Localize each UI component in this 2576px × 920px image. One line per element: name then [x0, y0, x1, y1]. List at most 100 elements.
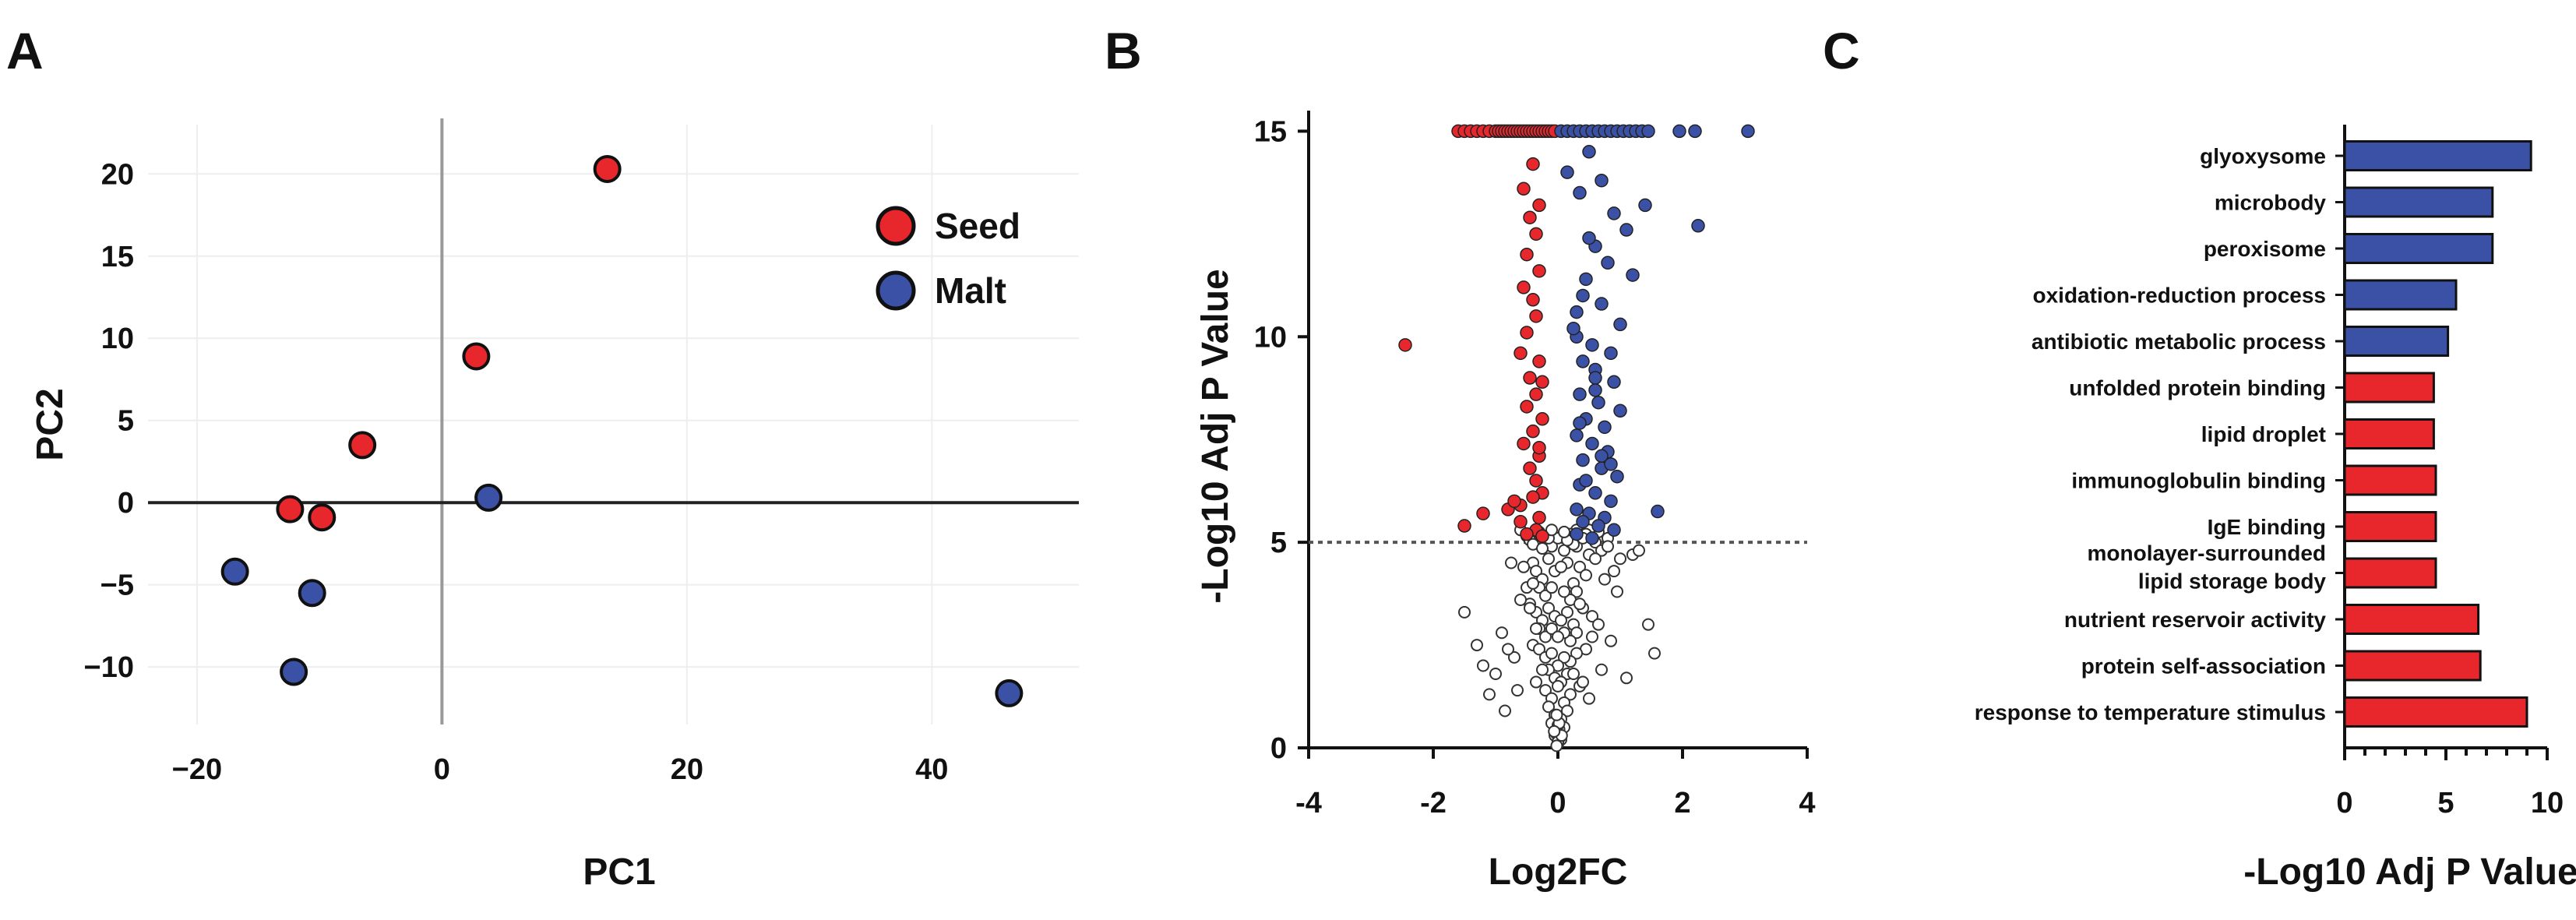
point-up-seed [1520, 247, 1534, 262]
point-up-seed [1514, 346, 1528, 361]
y-tick-label: 5 [1270, 527, 1287, 559]
bar [2343, 696, 2528, 728]
category-label: lipid storage body [2138, 569, 2327, 594]
point-up-malt [1595, 173, 1609, 188]
point-malt [474, 483, 503, 512]
point-malt [298, 579, 326, 608]
point-up-seed [1535, 412, 1549, 426]
x-tick-label: -2 [1420, 787, 1447, 820]
x-tick-label: -4 [1295, 787, 1322, 820]
point-up-seed [1532, 440, 1546, 455]
point-not-significant [1620, 671, 1633, 685]
category-label: microbody [2215, 191, 2327, 215]
point-up-malt [1595, 449, 1609, 464]
point-not-significant [1530, 622, 1542, 635]
point-up-malt [1585, 436, 1599, 451]
point-not-significant [1527, 576, 1539, 590]
y-tick-label: 10 [101, 323, 134, 355]
point-not-significant [1533, 643, 1545, 656]
point-not-significant [1499, 704, 1511, 717]
point-not-significant [1570, 585, 1583, 598]
category-label: unfolded protein binding [2069, 376, 2326, 400]
point-up-seed [1529, 387, 1543, 401]
point-not-significant [1505, 556, 1517, 569]
bar [2343, 511, 2437, 542]
go-bar-chart: 0 5 10 -Log10 Adj P Value glyoxysome microbod… [1975, 125, 2576, 893]
bar [2343, 604, 2480, 635]
legend-marker-malt [876, 270, 916, 311]
point-up-malt [1604, 494, 1618, 509]
point-up-malt [1595, 297, 1609, 311]
point-not-significant [1605, 634, 1617, 647]
point-up-seed [1476, 506, 1490, 520]
point-not-significant [1508, 650, 1521, 664]
category-label: monolayer-surrounded [2088, 541, 2326, 566]
bar [2343, 650, 2482, 682]
point-up-malt [1613, 404, 1627, 418]
x-tick-label: 0 [1549, 787, 1566, 820]
point-up-malt [1741, 124, 1755, 139]
point-up-malt [1560, 165, 1574, 179]
x-axis-title: Log2FC [1489, 851, 1628, 893]
bar [2343, 418, 2435, 449]
point-not-significant [1564, 688, 1577, 701]
point-up-seed [1507, 494, 1521, 509]
point-up-malt [1570, 502, 1584, 516]
x-axis-title: PC1 [583, 851, 655, 893]
point-not-significant [1550, 739, 1563, 753]
x-tick-label: 4 [1799, 787, 1815, 820]
point-up-seed [1517, 182, 1531, 196]
point-not-significant [1558, 650, 1570, 664]
point-up-seed [1457, 519, 1471, 533]
point-seed [348, 431, 377, 460]
point-not-significant [1595, 663, 1608, 676]
point-not-significant [1502, 643, 1514, 656]
point-not-significant [1555, 614, 1567, 627]
point-up-malt [1601, 256, 1615, 270]
point-up-malt [1573, 185, 1587, 200]
point-not-significant [1542, 552, 1555, 566]
point-up-seed [1532, 198, 1546, 213]
point-up-malt [1619, 223, 1633, 237]
point-not-significant [1552, 679, 1564, 693]
point-not-significant [1555, 560, 1567, 573]
point-not-significant [1458, 605, 1471, 619]
point-up-malt [1688, 124, 1702, 139]
x-tick-label: −20 [172, 753, 222, 786]
point-up-malt [1610, 469, 1624, 484]
point-up-seed [1520, 400, 1534, 414]
point-up-malt [1585, 338, 1599, 352]
category-label: nutrient reservoir activity [2064, 608, 2327, 632]
point-not-significant [1602, 540, 1614, 553]
pca-scatter-chart: 20 15 10 5 0 −5 −10 −20 0 20 40 PC1 PC2 [30, 118, 1079, 893]
point-not-significant [1567, 668, 1580, 681]
point-not-significant [1611, 585, 1623, 598]
point-not-significant [1530, 565, 1542, 578]
point-not-significant [1570, 647, 1583, 660]
point-not-significant [1517, 560, 1530, 573]
point-up-malt [1570, 428, 1584, 442]
point-not-significant [1477, 659, 1489, 672]
legend-label-malt: Malt [935, 270, 1006, 311]
point-not-significant [1608, 565, 1620, 578]
point-not-significant [1592, 618, 1605, 631]
bar [2343, 233, 2494, 264]
point-up-malt [1576, 354, 1590, 368]
point-up-malt [1579, 474, 1593, 488]
point-not-significant [1524, 601, 1536, 615]
point-up-seed [1535, 375, 1549, 390]
legend-label-seed: Seed [935, 206, 1020, 246]
point-not-significant [1483, 688, 1496, 701]
point-up-seed [1523, 461, 1537, 475]
point-up-malt [1582, 145, 1596, 159]
category-label: IgE binding [2208, 515, 2326, 539]
point-up-seed [1526, 424, 1540, 439]
point-up-malt [1566, 321, 1580, 336]
bar [2343, 140, 2532, 171]
point-up-seed [1523, 371, 1537, 385]
point-seed [276, 495, 305, 523]
panel-letter-a: A [6, 22, 44, 79]
point-up-seed [1532, 510, 1546, 525]
point-not-significant [1545, 622, 1558, 635]
